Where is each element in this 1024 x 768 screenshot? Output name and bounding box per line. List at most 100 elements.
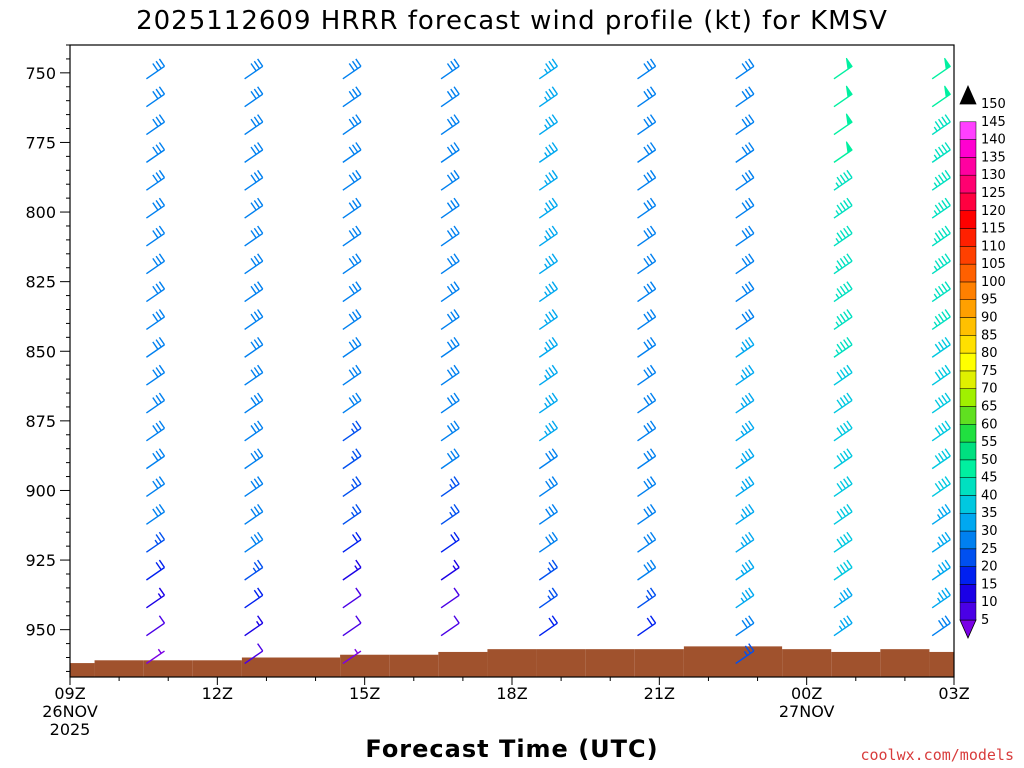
wind-barb [931,142,951,163]
colorbar-swatch [959,388,977,407]
wind-barb [538,336,558,358]
wind-barb [735,448,755,470]
wind-barb [342,309,362,330]
terrain-segment [733,646,783,677]
wind-barb [440,615,460,637]
wind-barb [637,559,657,581]
wind-barb [146,309,166,330]
terrain-segment [782,649,832,677]
wind-barb [931,114,951,136]
colorbar-label: 85 [981,328,998,343]
wind-barb [833,392,853,414]
wind-barb [342,476,362,498]
wind-barb [342,615,362,637]
wind-barb [146,169,166,191]
terrain-segment [683,646,733,677]
colorbar-swatch [959,121,977,140]
wind-barb [440,504,460,525]
colorbar-label: 115 [981,222,1006,237]
wind-barb [146,559,166,581]
colorbar-swatch [959,263,977,283]
wind-barb [931,615,951,637]
wind-barb [833,141,853,163]
wind-barb [244,281,264,303]
wind-barb [735,587,755,609]
credit-text: coolwx.com/models [860,746,1014,764]
wind-barb [735,169,755,191]
wind-barb [637,58,657,80]
wind-barb [637,253,657,275]
colorbar-swatch [959,335,977,354]
wind-barb [735,225,755,247]
wind-barb [342,504,362,525]
wind-barb [833,364,853,386]
colorbar-swatch [959,459,977,478]
wind-barb [931,420,951,442]
wind-barb [440,281,460,303]
x-tick-sublabel: 2025 [50,720,91,739]
wind-barb [931,392,951,414]
wind-barb [440,253,460,275]
colorbar-swatch [959,584,977,603]
wind-barb [342,392,362,414]
wind-barb [931,57,951,80]
colorbar-label: 10 [981,595,998,610]
wind-barb [342,587,362,609]
wind-barb [538,114,558,136]
wind-barb [931,85,951,108]
wind-barb [440,309,460,330]
wind-barb [833,559,853,581]
wind-barb [440,86,460,108]
wind-barb [833,587,853,609]
colorbar-label: 140 [981,133,1006,148]
colorbar-label: 50 [981,453,998,468]
colorbar-swatch [959,139,977,158]
wind-barb [146,197,166,219]
wind-barb [146,58,166,80]
wind-barb [931,476,951,498]
colorbar-swatch [959,228,977,247]
wind-barb [931,253,951,275]
wind-barb [637,420,657,442]
wind-barb [440,169,460,191]
terrain-segment [585,649,635,677]
wind-barb [244,643,264,665]
wind-barb [244,559,264,581]
terrain-segment [634,649,684,677]
wind-barb [833,448,853,470]
wind-barb [342,420,362,442]
y-tick-label: 850 [25,342,56,361]
wind-barb [637,531,657,553]
wind-barb [440,392,460,414]
y-tick-label: 750 [25,64,56,83]
wind-barb [735,643,755,665]
terrain-segment [192,660,242,677]
x-tick-label: 15Z [349,684,380,703]
y-tick-label: 825 [25,273,56,292]
wind-barb [440,420,460,442]
wind-barb [833,253,853,275]
wind-barb [833,169,853,191]
wind-barb [146,531,166,553]
wind-barb [735,364,755,386]
colorbar-label: 100 [981,275,1006,290]
wind-barb [538,448,558,470]
wind-barb [538,559,558,581]
wind-barb [833,336,853,358]
wind-barb [146,392,166,414]
chart-title: 2025112609 HRRR forecast wind profile (k… [136,6,888,36]
wind-barb [735,559,755,581]
x-tick-label: 12Z [202,684,233,703]
terrain-segment [143,660,193,677]
colorbar-swatch [959,477,977,496]
wind-barb [440,559,460,581]
wind-barb [146,615,166,637]
wind-barb [637,587,657,609]
x-tick-label: 21Z [644,684,675,703]
wind-barb [538,197,558,219]
y-tick-label: 875 [25,412,56,431]
wind-barb [735,615,755,637]
colorbar-label: 145 [981,115,1006,130]
wind-barb [931,281,951,303]
